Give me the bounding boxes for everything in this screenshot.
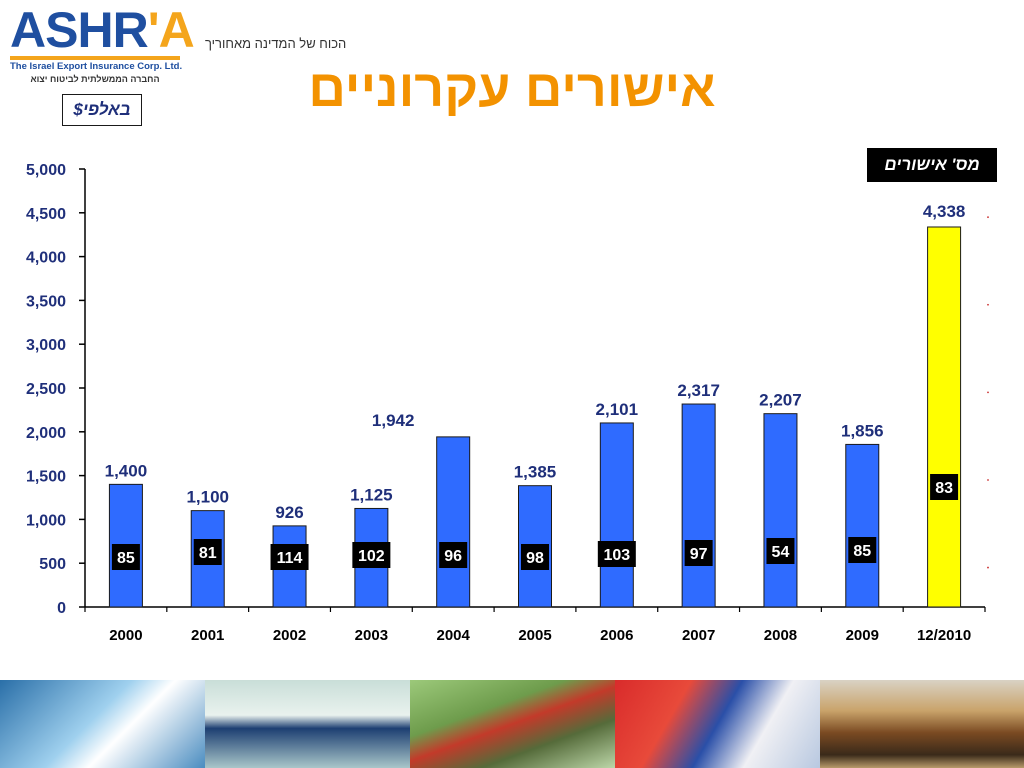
photo-strip xyxy=(0,680,1024,768)
page-title: אישורים עקרוניים xyxy=(308,60,716,118)
photo-cycling xyxy=(410,680,615,768)
count-badge xyxy=(684,540,713,566)
y-tick-label: 2,500 xyxy=(26,381,66,398)
count-badge xyxy=(766,538,795,564)
y-tick-label: 3,000 xyxy=(26,337,66,354)
count-label: 54 xyxy=(772,544,790,561)
photo-windsurfing xyxy=(0,680,205,768)
count-badge xyxy=(193,539,222,565)
count-badge xyxy=(111,544,140,570)
legend-approvals-count: מס' אישורים xyxy=(867,148,997,182)
logo-wordmark: ASHR'A xyxy=(10,2,195,58)
data-label: 2,317 xyxy=(677,381,720,400)
right-axis-dot xyxy=(987,479,989,481)
bar-chart: 0 500 1,000 1,500 2,000 2,500 3,000 3,500 4,000 4… xyxy=(26,162,989,644)
count-label: 83 xyxy=(935,480,953,497)
x-tick-label: 2001 xyxy=(191,627,224,644)
data-label: 1,856 xyxy=(841,421,884,440)
x-tick-label: 2009 xyxy=(846,627,879,644)
count-label: 96 xyxy=(444,548,462,565)
logo-hebrew-subtitle: החברה הממשלתית לביטוח יצוא xyxy=(30,74,160,84)
y-tick-label: 0 xyxy=(57,600,66,617)
x-tick-label: 2000 xyxy=(109,627,142,644)
count-label: 102 xyxy=(358,548,385,565)
logo-subtitle: The Israel Export Insurance Corp. Ltd. xyxy=(10,61,183,72)
data-label: 2,207 xyxy=(759,391,802,410)
data-label: 1,400 xyxy=(105,461,148,480)
bar-2006 xyxy=(599,422,634,608)
count-label: 103 xyxy=(603,547,630,564)
count-label: 85 xyxy=(117,550,135,567)
logo-wordmark-b: 'A xyxy=(147,2,195,58)
y-tick-label: 2,000 xyxy=(26,425,66,442)
count-badge xyxy=(597,541,636,567)
right-axis-dot xyxy=(987,216,989,219)
y-tick-label: 4,500 xyxy=(26,206,66,223)
x-tick-label: 2005 xyxy=(518,627,551,644)
data-label: 1,942 xyxy=(372,411,415,430)
bar-12-2010 xyxy=(927,226,962,608)
x-tick-label: 2006 xyxy=(600,627,633,644)
company-logo: ASHR'A The Israel Export Insurance Corp.… xyxy=(10,4,195,84)
company-slogan: הכוח של המדינה מאחוריך xyxy=(205,36,347,51)
logo-wordmark-a: ASHR xyxy=(10,2,149,58)
count-label: 98 xyxy=(526,550,544,567)
photo-speed-skating xyxy=(205,680,410,768)
data-label: 1,385 xyxy=(514,463,557,482)
count-badge xyxy=(521,544,549,570)
y-tick-label: 1,500 xyxy=(26,469,66,486)
bar-2004 xyxy=(436,436,471,608)
count-badge xyxy=(848,537,877,563)
data-label: 4,338 xyxy=(923,202,966,221)
x-tick-label: 2008 xyxy=(764,627,797,644)
count-badge xyxy=(439,542,468,568)
y-tick-label: 1,000 xyxy=(26,512,66,529)
y-tick-label: 5,000 xyxy=(26,162,66,179)
data-label: 2,101 xyxy=(596,400,639,419)
count-label: 85 xyxy=(853,543,871,560)
x-tick-label: 2007 xyxy=(682,627,715,644)
count-label: 114 xyxy=(277,550,303,567)
count-label: 81 xyxy=(199,545,217,562)
photo-horse-racing xyxy=(820,680,1024,768)
bar-2009 xyxy=(845,443,880,608)
y-tick-label: 3,500 xyxy=(26,293,66,310)
data-label: 1,100 xyxy=(186,488,229,507)
data-label: 1,125 xyxy=(350,485,393,504)
right-axis-dot xyxy=(987,566,989,569)
x-tick-label: 12/2010 xyxy=(917,627,971,644)
x-tick-label: 2004 xyxy=(436,627,470,644)
logo-underline xyxy=(10,56,180,60)
count-badge xyxy=(930,474,959,500)
right-axis-dot xyxy=(987,391,989,394)
count-badge xyxy=(270,544,309,570)
count-badge xyxy=(352,542,391,568)
count-label: 97 xyxy=(690,546,708,563)
bar-2008 xyxy=(763,413,798,608)
photo-skiing xyxy=(615,680,820,768)
data-label: 926 xyxy=(275,503,303,522)
unit-label: באלפי$ xyxy=(62,94,142,126)
y-tick-label: 500 xyxy=(39,556,66,573)
y-tick-label: 4,000 xyxy=(26,250,66,267)
x-tick-label: 2003 xyxy=(355,627,388,644)
right-axis-dot xyxy=(987,303,989,306)
bar-2007 xyxy=(681,403,716,608)
x-tick-label: 2002 xyxy=(273,627,306,644)
